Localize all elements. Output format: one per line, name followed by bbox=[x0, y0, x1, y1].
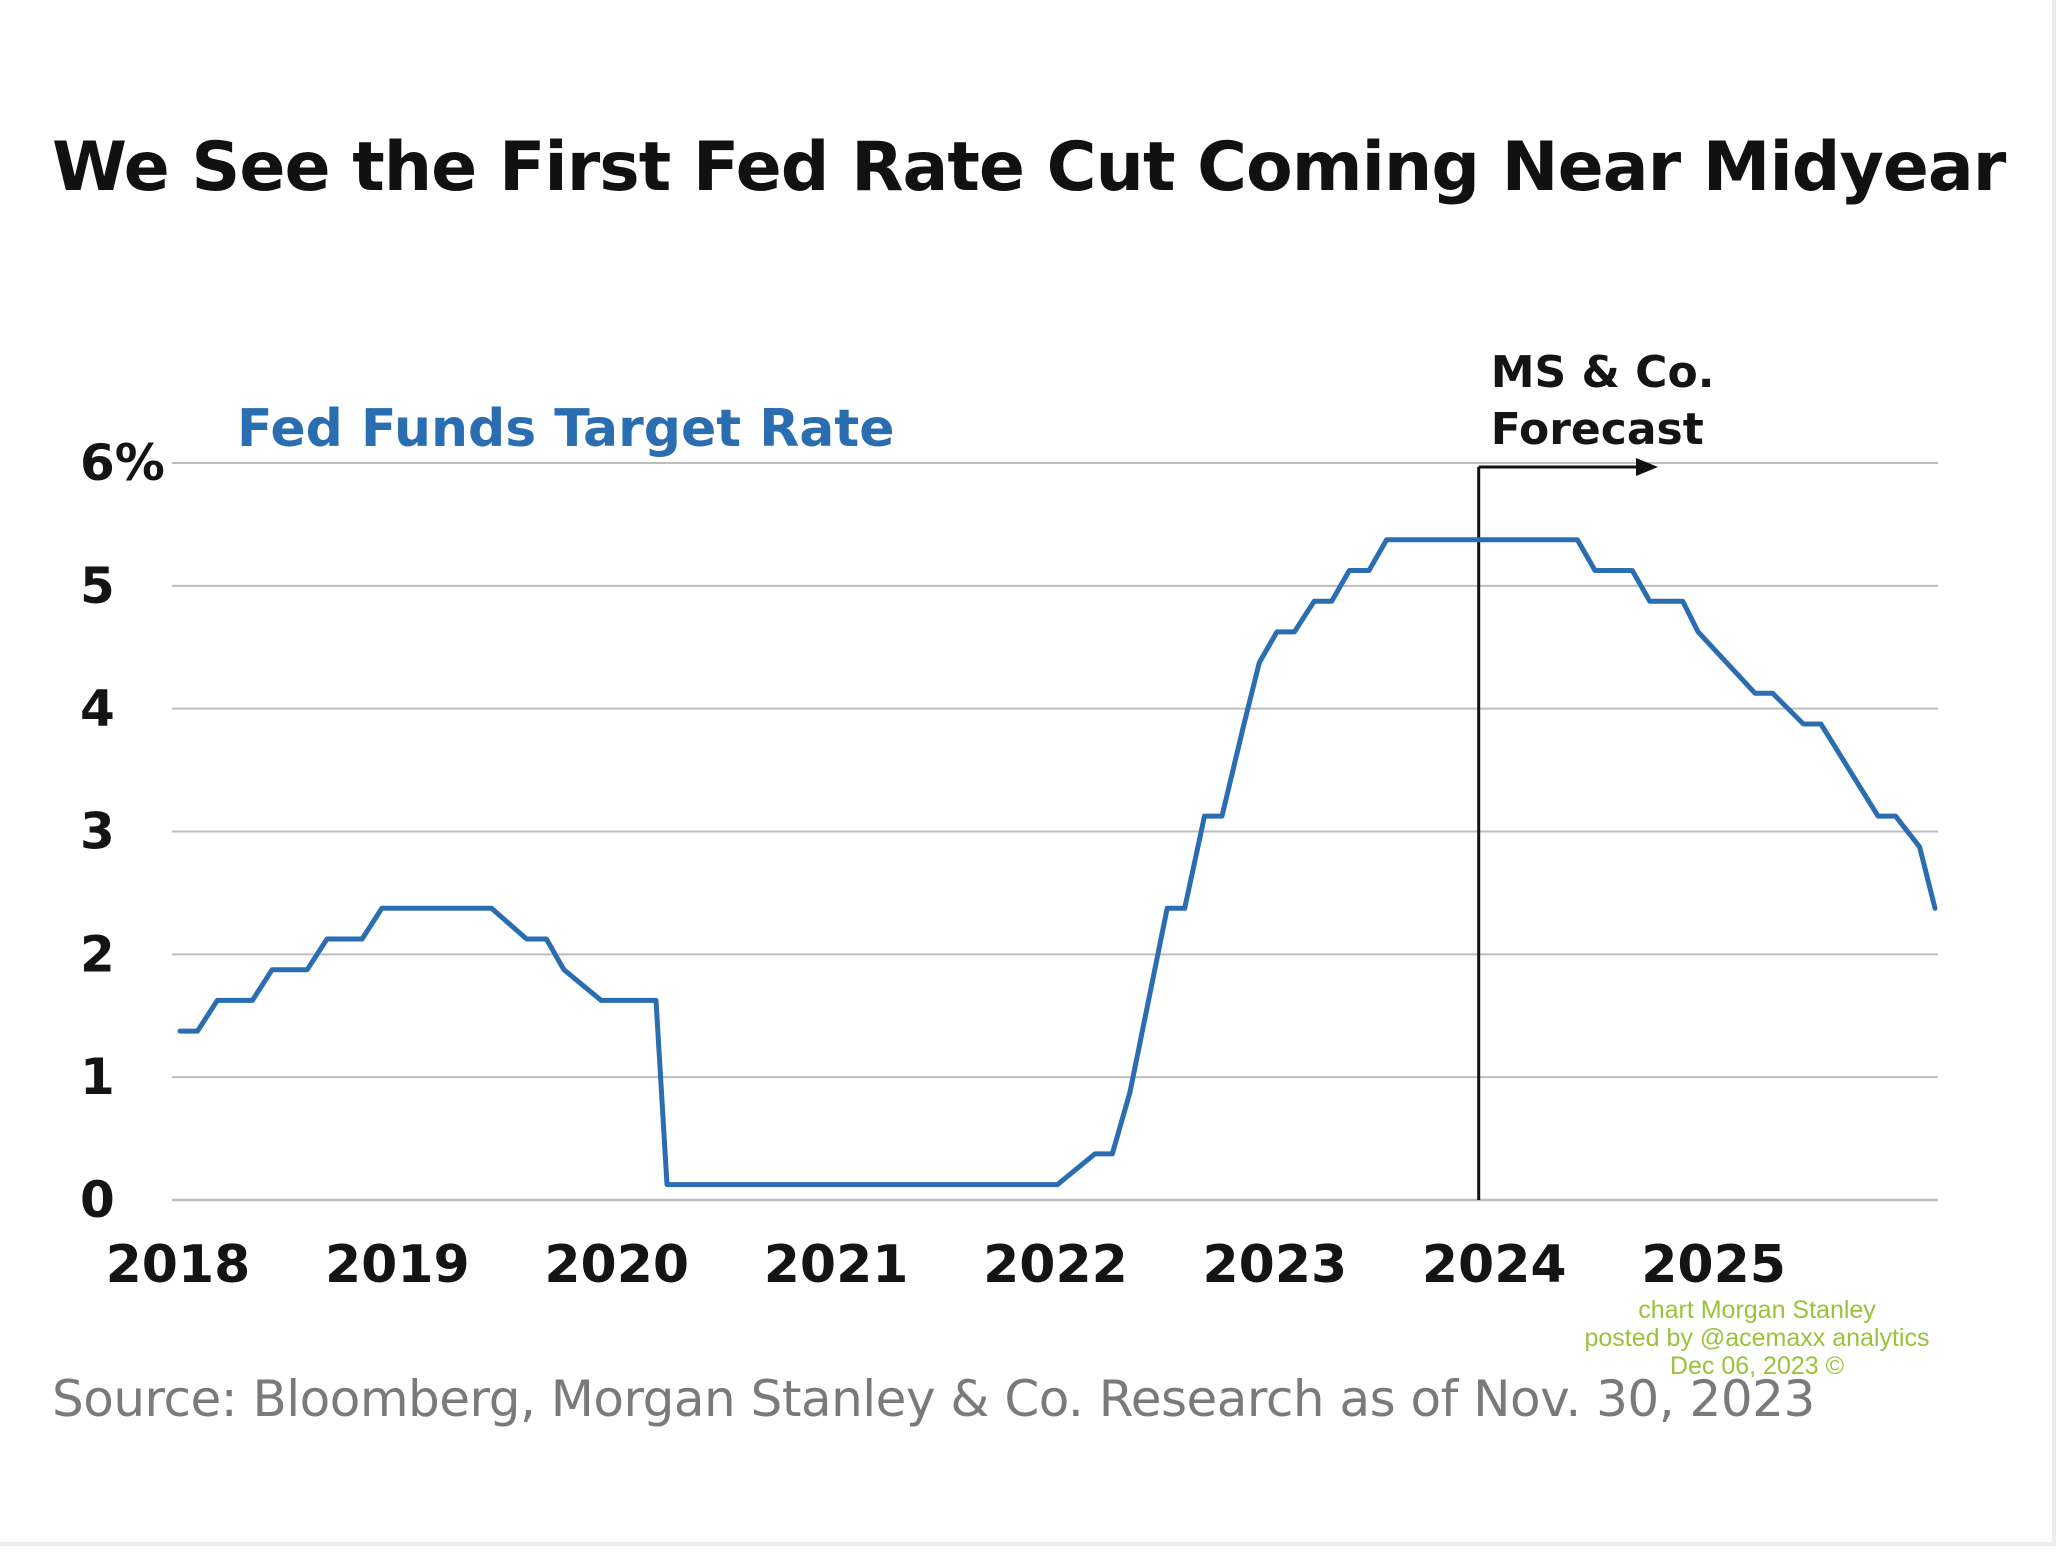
watermark-line-2: posted by @acemaxx analytics bbox=[1584, 1324, 1930, 1352]
y-tick-label: 1 bbox=[80, 1048, 115, 1106]
forecast-arrow-head bbox=[1636, 458, 1658, 476]
y-tick-label: 3 bbox=[80, 803, 115, 861]
x-tick-label: 2019 bbox=[325, 1235, 470, 1295]
x-tick-label: 2025 bbox=[1641, 1235, 1786, 1295]
x-tick-label: 2024 bbox=[1422, 1235, 1567, 1295]
series-line-fed-funds bbox=[177, 537, 1938, 1188]
x-tick-label: 2020 bbox=[544, 1235, 689, 1295]
y-tick-label: 5 bbox=[80, 557, 115, 615]
y-tick-label: 0 bbox=[80, 1171, 115, 1229]
y-tick-label: 4 bbox=[80, 680, 115, 738]
x-tick-label: 2021 bbox=[764, 1235, 909, 1295]
grid-layer bbox=[172, 462, 1938, 1202]
forecast-label-line: MS & Co. bbox=[1491, 347, 1715, 398]
watermark-line-1: chart Morgan Stanley bbox=[1638, 1296, 1876, 1324]
forecast-label-line: Forecast bbox=[1491, 404, 1704, 455]
x-tick-label: 2022 bbox=[983, 1235, 1128, 1295]
y-tick-label: 6% bbox=[80, 434, 165, 492]
watermark: chart Morgan Stanley posted by @acemaxx … bbox=[1560, 1296, 1954, 1380]
y-axis: 0 1 2 3 4 5 6% bbox=[80, 434, 165, 1229]
series-layer bbox=[177, 537, 1938, 1188]
x-tick-label: 2023 bbox=[1203, 1235, 1348, 1295]
watermark-line-3: Dec 06, 2023 © bbox=[1669, 1352, 1845, 1380]
series-label: Fed Funds Target Rate bbox=[237, 399, 894, 459]
forecast-marker: MS & Co. Forecast bbox=[1477, 347, 1715, 1200]
x-tick-label: 2018 bbox=[106, 1235, 251, 1295]
x-axis: 2018 2019 2020 2021 2022 2023 2024 2025 bbox=[106, 1235, 1786, 1295]
source-note: Source: Bloomberg, Morgan Stanley & Co. … bbox=[52, 1370, 1815, 1428]
y-tick-label: 2 bbox=[80, 925, 115, 983]
chart-title: We See the First Fed Rate Cut Coming Nea… bbox=[52, 128, 2006, 207]
